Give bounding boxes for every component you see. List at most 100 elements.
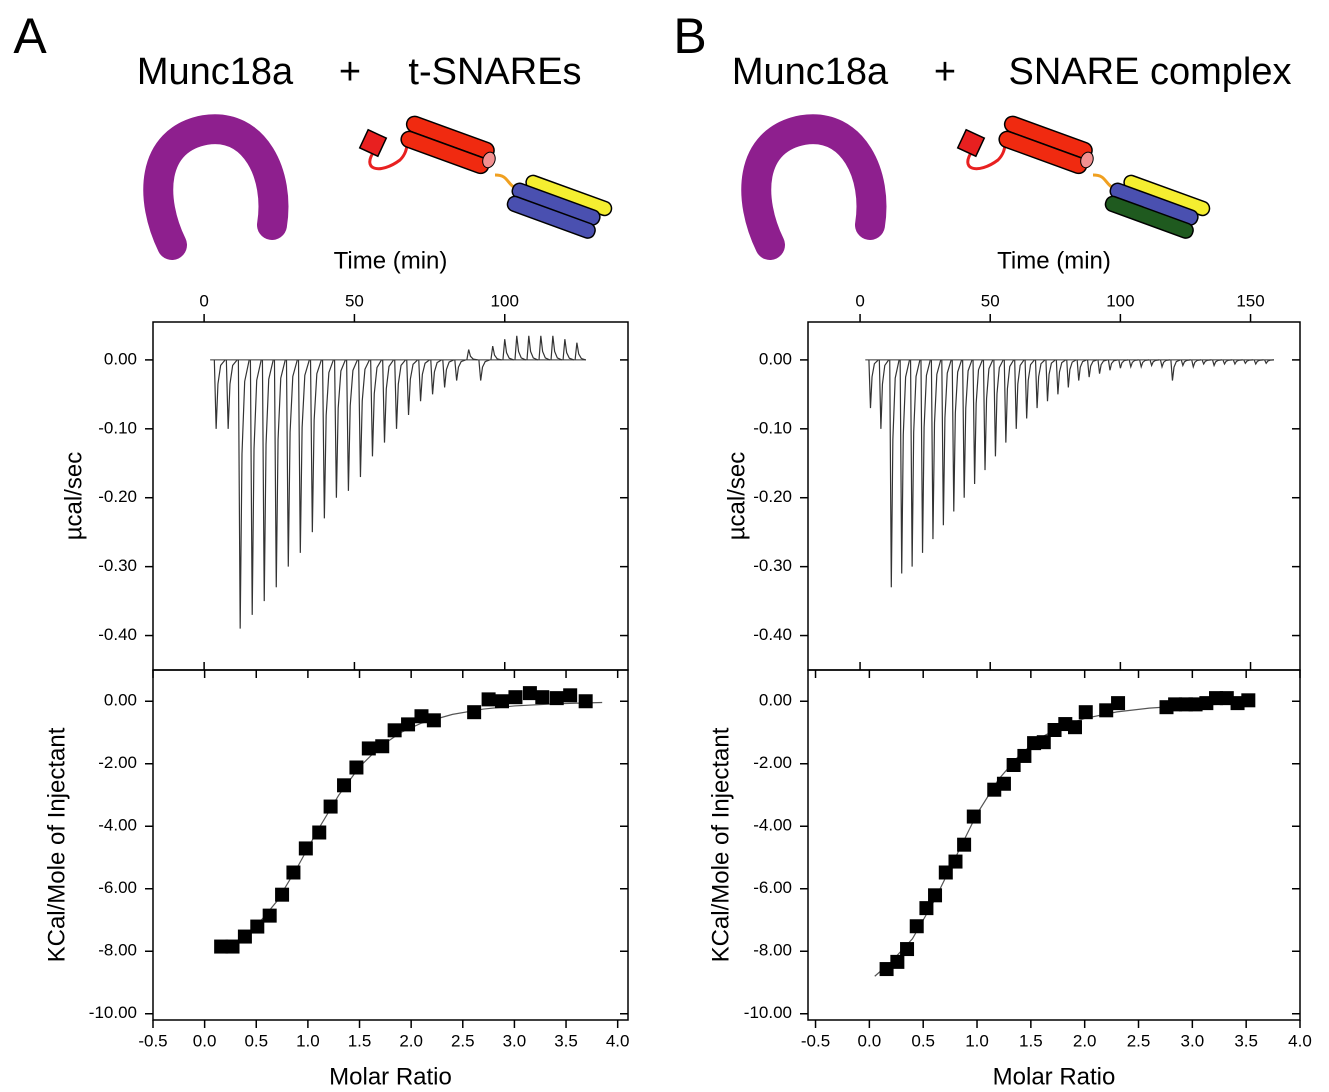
x-tick-label: 0.0 — [193, 1031, 217, 1050]
munc18-shape — [741, 114, 887, 260]
injection-peak — [1232, 359, 1243, 366]
x-tick-label: 3.0 — [1181, 1031, 1205, 1050]
injection-peak — [1253, 359, 1264, 366]
chart-title: t-SNAREs — [408, 51, 581, 93]
data-point — [1036, 735, 1051, 750]
data-point — [1230, 696, 1245, 711]
injection-peak — [406, 359, 418, 416]
x-tick-label: 4.0 — [606, 1031, 630, 1050]
injection-peak — [430, 359, 442, 395]
injection-peak — [899, 359, 911, 574]
x-tick-label: 50 — [345, 291, 364, 310]
injection-peak — [442, 359, 454, 388]
data-point — [481, 692, 496, 707]
y-axis-label: µcal/sec — [60, 452, 87, 541]
data-point — [262, 908, 277, 923]
injection-peak — [370, 359, 382, 457]
injection-peak — [261, 359, 274, 602]
chart-title: SNARE complex — [1009, 51, 1292, 93]
injection-peak — [550, 335, 563, 361]
data-point — [938, 865, 953, 880]
data-point — [508, 690, 523, 705]
x-axis-label: Time (min) — [334, 247, 448, 274]
y-tick-label: -0.20 — [98, 487, 137, 506]
injection-peak — [1139, 359, 1150, 369]
y-tick-label: -0.10 — [753, 418, 792, 437]
snare-bundle — [1104, 174, 1211, 239]
injection-peak — [1014, 359, 1025, 429]
data-point — [401, 717, 416, 732]
x-tick-label: 3.0 — [503, 1031, 527, 1050]
injection-peak — [1055, 359, 1067, 395]
injection-peak — [868, 359, 879, 409]
data-point — [563, 688, 578, 703]
x-tick-label: 2.5 — [451, 1031, 475, 1050]
data-point — [426, 713, 441, 728]
chart-title: Munc18a — [137, 51, 294, 93]
data-point — [298, 841, 313, 856]
data-point — [966, 809, 981, 824]
fit-curve — [874, 702, 1247, 977]
injection-peak — [1045, 359, 1056, 402]
data-point — [1017, 748, 1032, 763]
injection-peak — [285, 359, 298, 567]
data-point — [1209, 691, 1224, 706]
data-point — [522, 686, 537, 701]
data-point — [549, 691, 564, 706]
y-tick-label: -0.30 — [98, 556, 137, 575]
injection-peak — [920, 359, 931, 553]
habc-domain — [358, 128, 388, 158]
injection-peak — [1222, 359, 1233, 366]
injection-peak — [1128, 359, 1139, 369]
y-tick-label: -4.00 — [753, 816, 792, 835]
data-point — [387, 723, 402, 738]
y-tick-label: -0.40 — [98, 625, 137, 644]
injection-peak — [273, 359, 286, 588]
injection-peak — [490, 346, 502, 361]
injection-peak — [1118, 359, 1129, 369]
red-bundle — [998, 115, 1094, 175]
x-axis-label: Molar Ratio — [993, 1063, 1116, 1090]
x-tick-label: 2.5 — [1127, 1031, 1151, 1050]
y-tick-label: 0.00 — [104, 691, 137, 710]
injection-peak — [1201, 359, 1212, 366]
data-point — [1006, 758, 1021, 772]
y-tick-label: -10.00 — [744, 1003, 792, 1022]
helix-end — [482, 151, 496, 169]
x-tick-label: 0.5 — [911, 1031, 935, 1050]
injection-peak — [514, 335, 527, 361]
data-point — [250, 919, 265, 934]
injection-peak — [502, 339, 514, 361]
x-tick-label: 1.5 — [1019, 1031, 1043, 1050]
data-point — [467, 705, 482, 720]
injection-peak — [333, 359, 346, 498]
injection-peak — [889, 359, 900, 588]
data-point — [948, 854, 963, 869]
injection-peak — [538, 335, 551, 361]
munc18-shape — [143, 114, 289, 260]
x-tick-label: 100 — [1106, 291, 1134, 310]
injection-peak — [909, 359, 921, 567]
injection-peak — [1107, 359, 1118, 371]
injection-peak — [562, 339, 575, 361]
y-tick-label: -0.40 — [753, 625, 792, 644]
data-point — [275, 887, 290, 902]
y-tick-label: -6.00 — [753, 878, 792, 897]
data-point — [1111, 696, 1126, 711]
y-tick-label: -6.00 — [98, 878, 137, 897]
injection-peak — [249, 359, 262, 615]
injection-peak — [358, 359, 370, 478]
y-tick-label: -0.20 — [753, 487, 792, 506]
data-point — [237, 929, 252, 944]
data-point — [323, 799, 338, 814]
injection-peak — [213, 359, 226, 429]
data-point — [928, 888, 943, 903]
y-tick-label: -0.30 — [753, 556, 792, 575]
injection-peak — [962, 359, 973, 498]
injection-peak — [1097, 359, 1108, 374]
injection-peak — [321, 359, 334, 519]
x-tick-label: 1.0 — [965, 1031, 989, 1050]
data-point — [900, 942, 915, 957]
plot-frame — [152, 669, 629, 1021]
